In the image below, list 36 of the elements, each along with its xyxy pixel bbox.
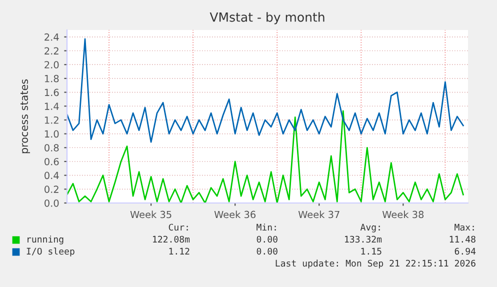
x-tick-label: Week 36: [214, 210, 256, 218]
legend-label: running: [28, 236, 64, 244]
y-tick-label: 2.4: [44, 33, 59, 41]
x-tick-label: Week 37: [298, 210, 340, 218]
y-tick-label: 0.0: [44, 199, 59, 207]
x-tick-label: Week 38: [382, 210, 424, 218]
text: 6.94: [454, 248, 476, 255]
y-tick-label: 1.4: [44, 102, 59, 110]
text: Min:: [256, 224, 276, 231]
text: 11.48: [450, 236, 476, 243]
y-axis-title: process states: [20, 79, 30, 154]
text: Cur:: [168, 224, 188, 231]
y-tick-label: 1.6: [44, 88, 59, 96]
text: 0.00: [256, 248, 278, 255]
line-series: [67, 110, 464, 203]
y-tick-label: 0.6: [44, 158, 59, 166]
y-tick-label: 0.2: [44, 186, 58, 193]
text: 1.12: [169, 248, 190, 255]
chart-title: VMstat - by month: [210, 12, 324, 24]
y-tick-label: 1.0: [44, 130, 59, 138]
line-series: [67, 38, 464, 143]
y-tick-label: 2.0: [44, 61, 59, 68]
y-tick-label: 2.2: [44, 47, 58, 54]
text: Last update: Mon Sep 21 22:15:11 2026: [276, 260, 476, 268]
text: Avg:: [360, 224, 380, 232]
y-tick-label: 0.4: [44, 172, 59, 180]
y-tick-label: 0.8: [44, 144, 59, 152]
text: 122.08m: [153, 236, 190, 243]
text: Max:: [454, 224, 474, 231]
x-tick-label: Week 35: [130, 210, 172, 218]
text: 133.32m: [345, 236, 382, 243]
legend-label: I/O sleep: [26, 248, 74, 256]
text: 1.15: [361, 248, 382, 255]
y-tick-label: 1.8: [44, 74, 59, 82]
y-tick-label: 1.2: [44, 116, 58, 124]
text: 0.00: [256, 236, 278, 243]
